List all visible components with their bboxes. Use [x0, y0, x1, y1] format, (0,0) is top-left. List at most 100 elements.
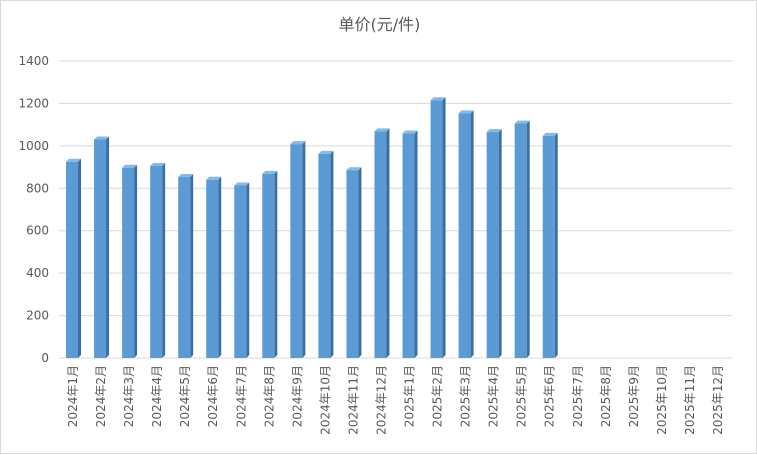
- bar-top: [514, 120, 530, 124]
- y-tick-label: 800: [26, 181, 49, 195]
- y-tick-label: 0: [41, 351, 49, 365]
- bar-top: [150, 163, 166, 167]
- bar: [374, 128, 390, 358]
- x-tick-label: 2025年4月: [487, 365, 501, 427]
- bar-front: [234, 185, 247, 358]
- y-tick-label: 1400: [18, 54, 49, 68]
- bar-top: [262, 170, 278, 174]
- bar-front: [94, 139, 107, 358]
- bar-front: [178, 177, 191, 358]
- bar-top: [486, 129, 502, 133]
- bar-top: [318, 150, 334, 154]
- x-tick-label: 2024年11月: [346, 365, 360, 435]
- bar: [346, 167, 362, 358]
- bar-front: [318, 153, 331, 358]
- x-tick-label: 2025年10月: [655, 365, 669, 435]
- bar: [486, 129, 502, 358]
- bar-side: [358, 167, 362, 358]
- bar-top: [458, 110, 474, 114]
- y-tick-label: 600: [26, 224, 49, 238]
- y-tick-label: 400: [26, 266, 49, 280]
- x-tick-label: 2024年5月: [178, 365, 192, 427]
- x-tick-label: 2024年4月: [150, 365, 164, 427]
- x-tick-label: 2025年11月: [683, 365, 697, 435]
- bar-front: [458, 113, 471, 358]
- x-tick-label: 2024年2月: [94, 365, 108, 427]
- bar-side: [386, 128, 390, 358]
- x-tick-label: 2025年7月: [571, 365, 585, 427]
- bar-front: [346, 170, 359, 358]
- bar-front: [542, 135, 555, 358]
- bar: [94, 136, 110, 358]
- bar-top: [290, 141, 306, 145]
- bar: [206, 176, 222, 358]
- bar-side: [554, 132, 558, 358]
- bar-side: [134, 164, 138, 358]
- bar-top: [542, 132, 558, 136]
- bar-side: [218, 176, 222, 358]
- bar: [66, 158, 82, 358]
- bar: [430, 97, 446, 358]
- bar-front: [402, 133, 415, 358]
- bar: [514, 120, 530, 358]
- bar: [150, 163, 166, 358]
- y-tick-label: 1200: [18, 96, 49, 110]
- x-tick-label: 2024年3月: [122, 365, 136, 427]
- x-tick-label: 2024年7月: [234, 365, 248, 427]
- bar-side: [302, 141, 306, 358]
- x-tick-label: 2025年12月: [711, 365, 725, 435]
- bar: [262, 170, 278, 358]
- bar-top: [66, 158, 82, 162]
- bar-top: [374, 128, 390, 132]
- x-tick-label: 2024年12月: [374, 365, 388, 435]
- y-tick-label: 200: [26, 309, 49, 323]
- bar: [458, 110, 474, 358]
- bar: [542, 132, 558, 358]
- bar-side: [78, 158, 82, 358]
- bar: [234, 182, 250, 358]
- bar: [318, 150, 334, 358]
- bar-top: [94, 136, 110, 140]
- bar-side: [274, 170, 278, 358]
- bar-top: [122, 164, 138, 168]
- y-tick-label: 1000: [18, 139, 49, 153]
- bar-front: [122, 167, 135, 358]
- bar-top: [234, 182, 250, 186]
- bar-side: [246, 182, 250, 358]
- bar-side: [162, 163, 166, 358]
- bar-front: [290, 144, 303, 358]
- bar-top: [206, 176, 222, 180]
- bar-front: [206, 179, 219, 358]
- bar-side: [470, 110, 474, 358]
- bar-side: [190, 174, 194, 358]
- bar-side: [498, 129, 502, 358]
- bar-side: [414, 130, 418, 358]
- x-tick-label: 2024年1月: [66, 365, 80, 427]
- x-tick-label: 2025年3月: [459, 365, 473, 427]
- bar-front: [430, 100, 443, 358]
- x-tick-label: 2024年9月: [290, 365, 304, 427]
- bar-top: [402, 130, 418, 134]
- bar-side: [442, 97, 446, 358]
- x-tick-label: 2025年2月: [431, 365, 445, 427]
- x-tick-label: 2025年6月: [543, 365, 557, 427]
- x-tick-label: 2024年6月: [206, 365, 220, 427]
- bar-side: [526, 120, 530, 358]
- x-tick-label: 2025年1月: [403, 365, 417, 427]
- bar-top: [178, 174, 194, 178]
- chart-title: 单价(元/件): [338, 15, 421, 34]
- bar-front: [486, 132, 499, 358]
- x-tick-label: 2025年8月: [599, 365, 613, 427]
- bar: [402, 130, 418, 358]
- bar-top: [430, 97, 446, 101]
- bar: [290, 141, 306, 358]
- x-tick-label: 2024年8月: [262, 365, 276, 427]
- bar-side: [330, 150, 334, 358]
- bar-front: [514, 123, 527, 358]
- bar-front: [262, 173, 275, 358]
- bar-side: [106, 136, 110, 358]
- x-tick-label: 2025年9月: [627, 365, 641, 427]
- bar: [122, 164, 138, 358]
